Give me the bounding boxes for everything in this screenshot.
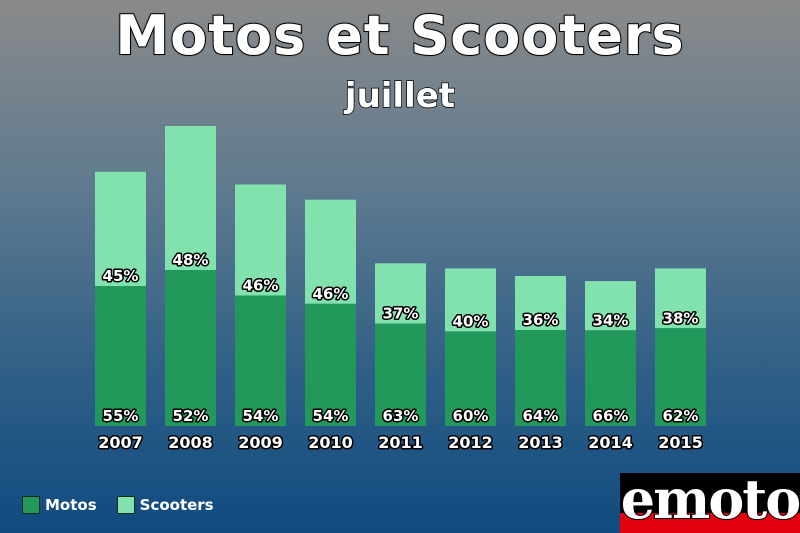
label-scooters-2014: 34% — [593, 311, 629, 329]
bar-scooters-2014 — [585, 281, 636, 331]
x-tick-2012: 2012 — [448, 433, 493, 452]
bar-scooters-2015 — [655, 268, 706, 329]
bar-motos-2010 — [305, 303, 356, 426]
bar-motos-2013 — [515, 330, 566, 426]
label-motos-2010: 54% — [313, 407, 349, 425]
legend-swatch-motos — [22, 496, 40, 514]
bar-scooters-2009 — [235, 184, 286, 296]
bar-scooters-2008 — [165, 126, 216, 270]
bar-motos-2007 — [95, 286, 146, 426]
bar-scooters-2010 — [305, 199, 356, 304]
label-scooters-2013: 36% — [523, 311, 559, 329]
bar-motos-2009 — [235, 295, 286, 426]
logo-red-band — [620, 513, 800, 533]
x-tick-2007: 2007 — [98, 433, 143, 452]
bar-motos-2015 — [655, 328, 706, 426]
x-tick-2013: 2013 — [518, 433, 563, 452]
label-motos-2009: 54% — [243, 407, 279, 425]
label-motos-2013: 64% — [523, 407, 559, 425]
label-scooters-2015: 38% — [663, 309, 699, 327]
x-tick-2009: 2009 — [238, 433, 283, 452]
x-tick-2010: 2010 — [308, 433, 353, 452]
label-motos-2015: 62% — [663, 407, 699, 425]
label-scooters-2012: 40% — [453, 312, 489, 330]
label-motos-2012: 60% — [453, 407, 489, 425]
chart-subtitle: juillet — [344, 75, 456, 117]
label-motos-2014: 66% — [593, 407, 629, 425]
legend-item-motos: Motos — [22, 496, 97, 514]
legend-label-motos: Motos — [45, 496, 97, 514]
bar-motos-2012 — [445, 331, 496, 426]
bar-scooters-2011 — [375, 263, 426, 324]
label-scooters-2007: 45% — [103, 267, 139, 285]
x-tick-2014: 2014 — [588, 433, 633, 452]
x-tick-2008: 2008 — [168, 433, 213, 452]
legend-swatch-scooters — [116, 496, 135, 514]
x-tick-2011: 2011 — [378, 433, 423, 452]
label-motos-2011: 63% — [383, 407, 419, 425]
bar-motos-2011 — [375, 323, 426, 426]
label-motos-2007: 55% — [103, 407, 139, 425]
bar-scooters-2007 — [95, 171, 146, 287]
bar-scooters-2013 — [515, 276, 566, 330]
bar-motos-2014 — [585, 330, 636, 426]
chart-title: Motos et Scooters — [114, 3, 685, 68]
bar-motos-2008 — [165, 270, 216, 426]
x-tick-2015: 2015 — [658, 433, 703, 452]
bar-scooters-2012 — [445, 268, 496, 332]
legend: Motos Scooters — [22, 496, 226, 514]
legend-label-scooters: Scooters — [139, 496, 214, 514]
label-scooters-2008: 48% — [173, 251, 209, 269]
label-scooters-2011: 37% — [383, 304, 419, 322]
emoto-logo[interactable]: emoto — [620, 473, 800, 533]
label-scooters-2010: 46% — [313, 285, 349, 303]
logo-text: emoto — [620, 473, 800, 532]
legend-item-scooters: Scooters — [116, 496, 214, 514]
label-scooters-2009: 46% — [243, 277, 279, 295]
label-motos-2008: 52% — [173, 407, 209, 425]
